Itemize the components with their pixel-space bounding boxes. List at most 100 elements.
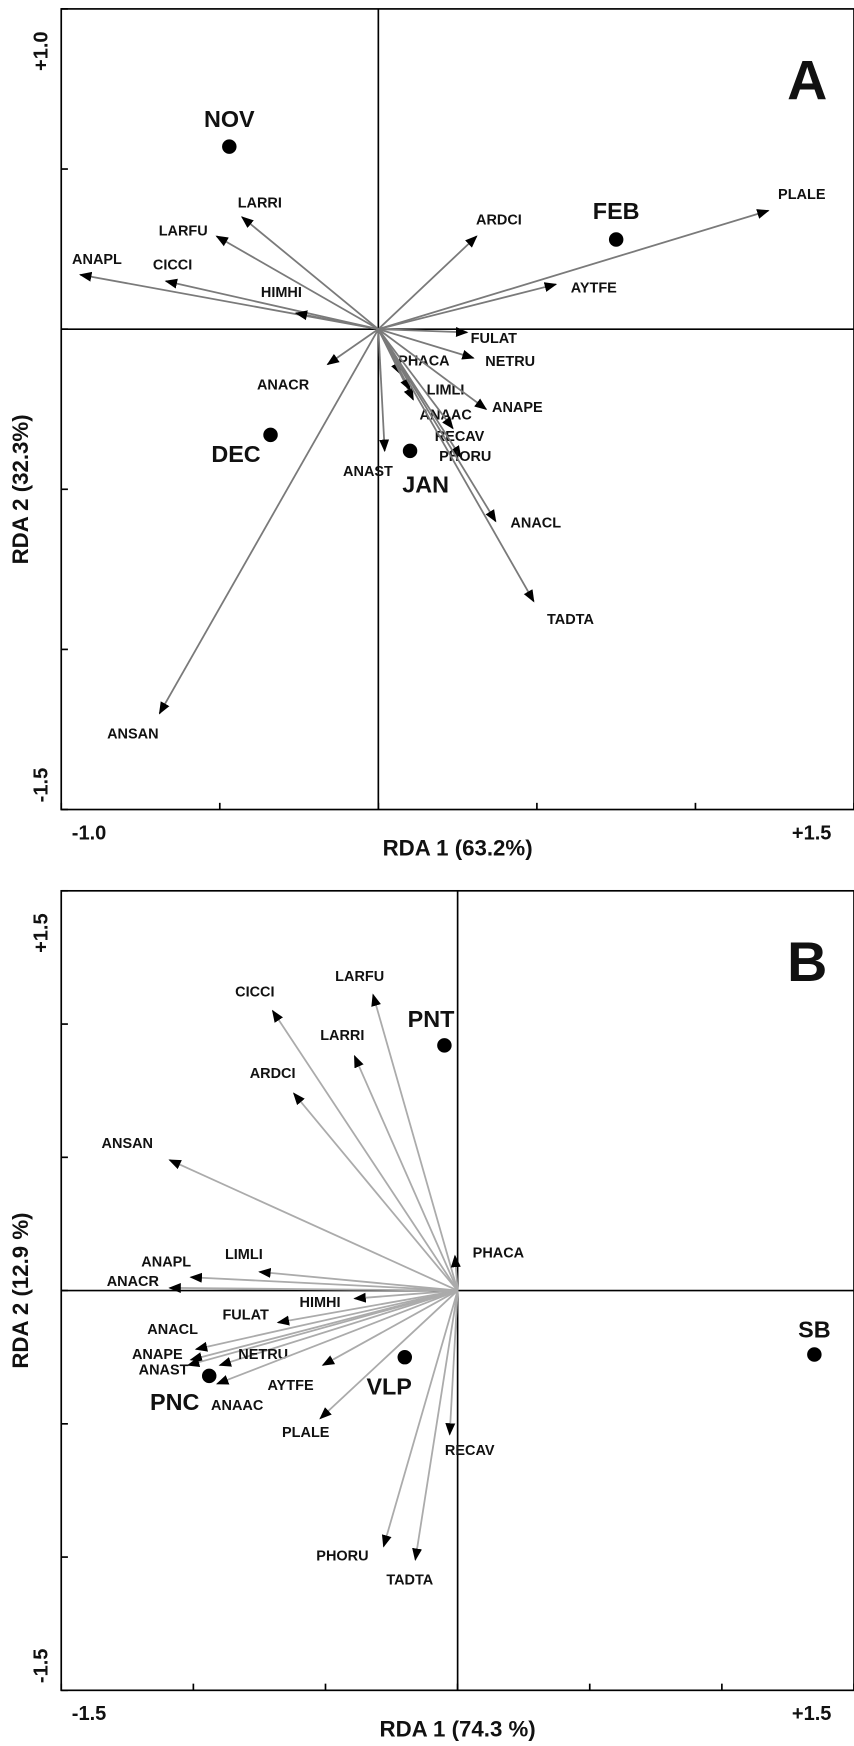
- sample-label: PNC: [150, 1389, 199, 1415]
- species-label: LIMLI: [427, 383, 465, 399]
- species-label: ANAST: [139, 1363, 189, 1379]
- species-label: ANACR: [257, 377, 310, 393]
- plot-frame: [60, 8, 854, 811]
- sample-label: JAN: [402, 472, 449, 498]
- species-arrow: [294, 310, 379, 331]
- species-arrow: [215, 235, 379, 330]
- species-label: NETRU: [238, 1347, 288, 1363]
- species-arrow: [326, 328, 379, 366]
- species-arrow: [445, 1290, 459, 1436]
- species-arrow: [292, 1092, 459, 1292]
- species-arrow: [353, 1054, 459, 1291]
- y-tick-label: +1.5: [31, 913, 53, 953]
- sample-point: [222, 139, 237, 154]
- species-label: AYTFE: [571, 281, 617, 297]
- species-label: TADTA: [547, 612, 594, 628]
- sample-point: [402, 443, 418, 459]
- y-tick-label: -1.5: [31, 1649, 53, 1684]
- x-tick-label: +1.5: [792, 822, 832, 844]
- species-arrow: [276, 1289, 458, 1326]
- species-label: ARDCI: [250, 1066, 296, 1082]
- species-arrow: [378, 282, 558, 331]
- species-label: PHACA: [398, 354, 450, 370]
- species-arrow: [381, 1290, 459, 1548]
- species-arrow: [189, 1272, 458, 1292]
- species-label: LARFU: [335, 969, 384, 985]
- species-label: PHACA: [473, 1246, 525, 1262]
- species-label: ANSAN: [102, 1136, 153, 1152]
- species-label: CICCI: [153, 257, 192, 273]
- species-label: ANAPE: [132, 1347, 183, 1363]
- species-label: ARDCI: [476, 213, 522, 229]
- species-arrow: [168, 1283, 458, 1293]
- species-arrow: [371, 993, 459, 1291]
- species-label: PLALE: [778, 187, 826, 203]
- sample-label: SB: [798, 1316, 830, 1342]
- y-axis-label: RDA 2 (32.3%): [8, 414, 33, 564]
- species-label: LARRI: [238, 196, 282, 212]
- panel-label: B: [787, 931, 827, 993]
- y-axis-label: RDA 2 (12.9 %): [8, 1212, 33, 1368]
- species-arrow: [377, 328, 497, 523]
- species-label: LARFU: [159, 224, 208, 240]
- sample-label: NOV: [204, 106, 255, 132]
- species-arrow: [378, 326, 469, 337]
- species-arrow: [412, 1290, 459, 1561]
- species-arrow: [215, 1289, 458, 1385]
- y-tick-label: -1.5: [31, 768, 53, 803]
- panel-label: A: [787, 49, 827, 111]
- species-arrow: [164, 278, 379, 331]
- species-arrow: [378, 209, 770, 331]
- species-label: RECAV: [445, 1443, 495, 1459]
- sample-label: DEC: [211, 441, 260, 467]
- species-label: ANAPL: [141, 1255, 191, 1271]
- species-label: ANACL: [147, 1322, 198, 1338]
- species-arrow: [377, 328, 454, 430]
- species-label: AYTFE: [268, 1378, 314, 1394]
- species-label: ANACR: [107, 1274, 160, 1290]
- sample-label: FEB: [593, 198, 640, 224]
- species-arrow: [450, 1254, 461, 1291]
- species-arrow: [377, 235, 478, 330]
- species-arrow: [218, 1289, 458, 1367]
- species-arrow: [319, 1289, 459, 1420]
- species-label: ANAAC: [211, 1398, 264, 1414]
- y-tick-label: +1.0: [31, 31, 53, 71]
- species-arrow: [271, 1009, 459, 1292]
- x-tick-label: -1.5: [72, 1703, 107, 1725]
- species-label: TADTA: [386, 1573, 433, 1589]
- species-label: LARRI: [320, 1028, 364, 1044]
- sample-point: [437, 1038, 452, 1053]
- species-arrow: [186, 1289, 458, 1368]
- sample-point: [263, 427, 278, 443]
- species-arrow: [377, 329, 390, 453]
- species-arrow: [321, 1289, 459, 1366]
- species-arrow: [353, 1289, 458, 1303]
- species-arrow: [377, 328, 535, 603]
- species-label: FULAT: [471, 331, 517, 347]
- species-label: ANACL: [510, 515, 561, 531]
- x-axis-label: RDA 1 (74.3 %): [380, 1716, 536, 1741]
- species-label: ANAPE: [492, 400, 543, 416]
- sample-label: VLP: [366, 1374, 411, 1400]
- species-label: PHORU: [439, 449, 491, 465]
- species-label: CICCI: [235, 985, 274, 1001]
- sample-point: [201, 1368, 217, 1384]
- sample-point: [397, 1349, 413, 1365]
- sample-label: PNT: [408, 1006, 455, 1032]
- sample-point: [807, 1347, 822, 1362]
- species-label: ANAPL: [72, 252, 122, 268]
- species-label: HIMHI: [300, 1295, 341, 1311]
- species-label: ANSAN: [107, 726, 158, 742]
- x-tick-label: +1.5: [792, 1703, 832, 1725]
- sample-point: [608, 232, 624, 247]
- species-label: PLALE: [282, 1425, 330, 1441]
- species-arrow: [258, 1268, 458, 1292]
- x-axis-label: RDA 1 (63.2%): [383, 835, 533, 860]
- species-label: ANAST: [343, 464, 393, 480]
- species-label: LIMLI: [225, 1247, 263, 1263]
- species-arrow: [241, 216, 379, 330]
- species-arrow: [158, 328, 380, 715]
- species-label: HIMHI: [261, 285, 302, 301]
